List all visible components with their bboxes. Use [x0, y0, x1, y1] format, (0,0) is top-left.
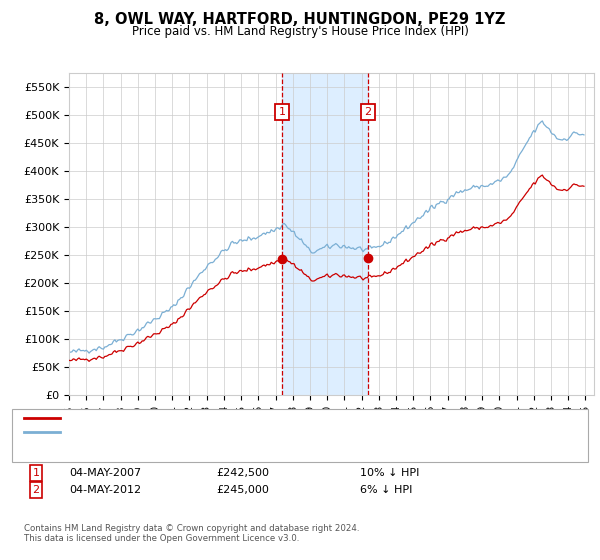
Text: 04-MAY-2007: 04-MAY-2007 [69, 468, 141, 478]
Text: 6% ↓ HPI: 6% ↓ HPI [360, 485, 412, 495]
Text: 1: 1 [278, 107, 286, 117]
Text: £242,500: £242,500 [216, 468, 269, 478]
Text: 2: 2 [32, 485, 40, 495]
Text: 8, OWL WAY, HARTFORD, HUNTINGDON, PE29 1YZ: 8, OWL WAY, HARTFORD, HUNTINGDON, PE29 1… [94, 12, 506, 27]
Bar [282, 73, 368, 395]
Text: Contains HM Land Registry data © Crown copyright and database right 2024.
This d: Contains HM Land Registry data © Crown c… [24, 524, 359, 543]
Text: 10% ↓ HPI: 10% ↓ HPI [360, 468, 419, 478]
Text: HPI: Average price, detached house, Huntingdonshire: HPI: Average price, detached house, Hunt… [66, 427, 346, 437]
Text: £245,000: £245,000 [216, 485, 269, 495]
Text: 8, OWL WAY, HARTFORD, HUNTINGDON, PE29 1YZ (detached house): 8, OWL WAY, HARTFORD, HUNTINGDON, PE29 1… [66, 413, 422, 423]
Text: 04-MAY-2012: 04-MAY-2012 [69, 485, 141, 495]
Text: 2: 2 [364, 107, 371, 117]
Text: Price paid vs. HM Land Registry's House Price Index (HPI): Price paid vs. HM Land Registry's House … [131, 25, 469, 38]
Text: 1: 1 [32, 468, 40, 478]
